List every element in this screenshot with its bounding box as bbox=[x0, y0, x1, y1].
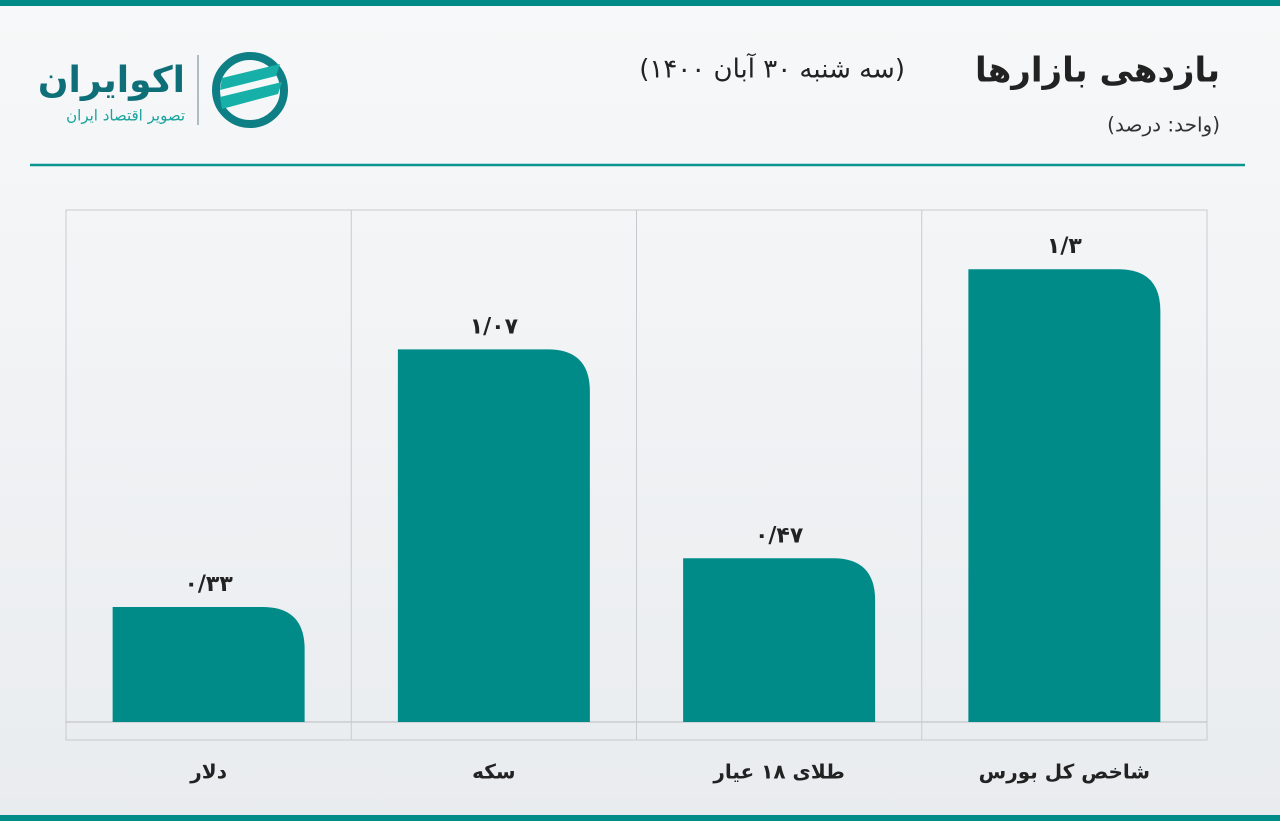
x-tick-label: سکه bbox=[472, 760, 515, 784]
data-label: ۰/۴۷ bbox=[755, 523, 804, 548]
brand-tagline: تصویر اقتصاد ایران bbox=[66, 107, 185, 125]
bar bbox=[397, 349, 590, 722]
data-label: ۰/۳۳ bbox=[184, 572, 233, 597]
logo bbox=[197, 52, 288, 128]
x-tick-label: شاخص کل بورس bbox=[979, 760, 1150, 784]
chart-title: بازدهی بازارها bbox=[975, 51, 1220, 91]
data-label: ۱/۳ bbox=[1047, 234, 1082, 259]
x-tick-label: دلار bbox=[189, 760, 227, 784]
bottom-strip bbox=[0, 815, 1280, 821]
chart-subtitle: (سه شنبه ۳۰ آبان ۱۴۰۰) bbox=[639, 53, 905, 85]
bar bbox=[968, 269, 1161, 722]
bar bbox=[683, 558, 876, 722]
unit-note: (واحد: درصد) bbox=[1107, 113, 1220, 137]
logo-ring bbox=[212, 52, 288, 128]
brand-name: اکوایران bbox=[38, 60, 185, 101]
bar bbox=[112, 607, 305, 722]
x-tick-label: طلای ۱۸ عیار bbox=[712, 760, 845, 784]
data-label: ۱/۰۷ bbox=[470, 314, 519, 339]
top-strip bbox=[0, 0, 1280, 6]
logo-stripes bbox=[220, 64, 282, 109]
